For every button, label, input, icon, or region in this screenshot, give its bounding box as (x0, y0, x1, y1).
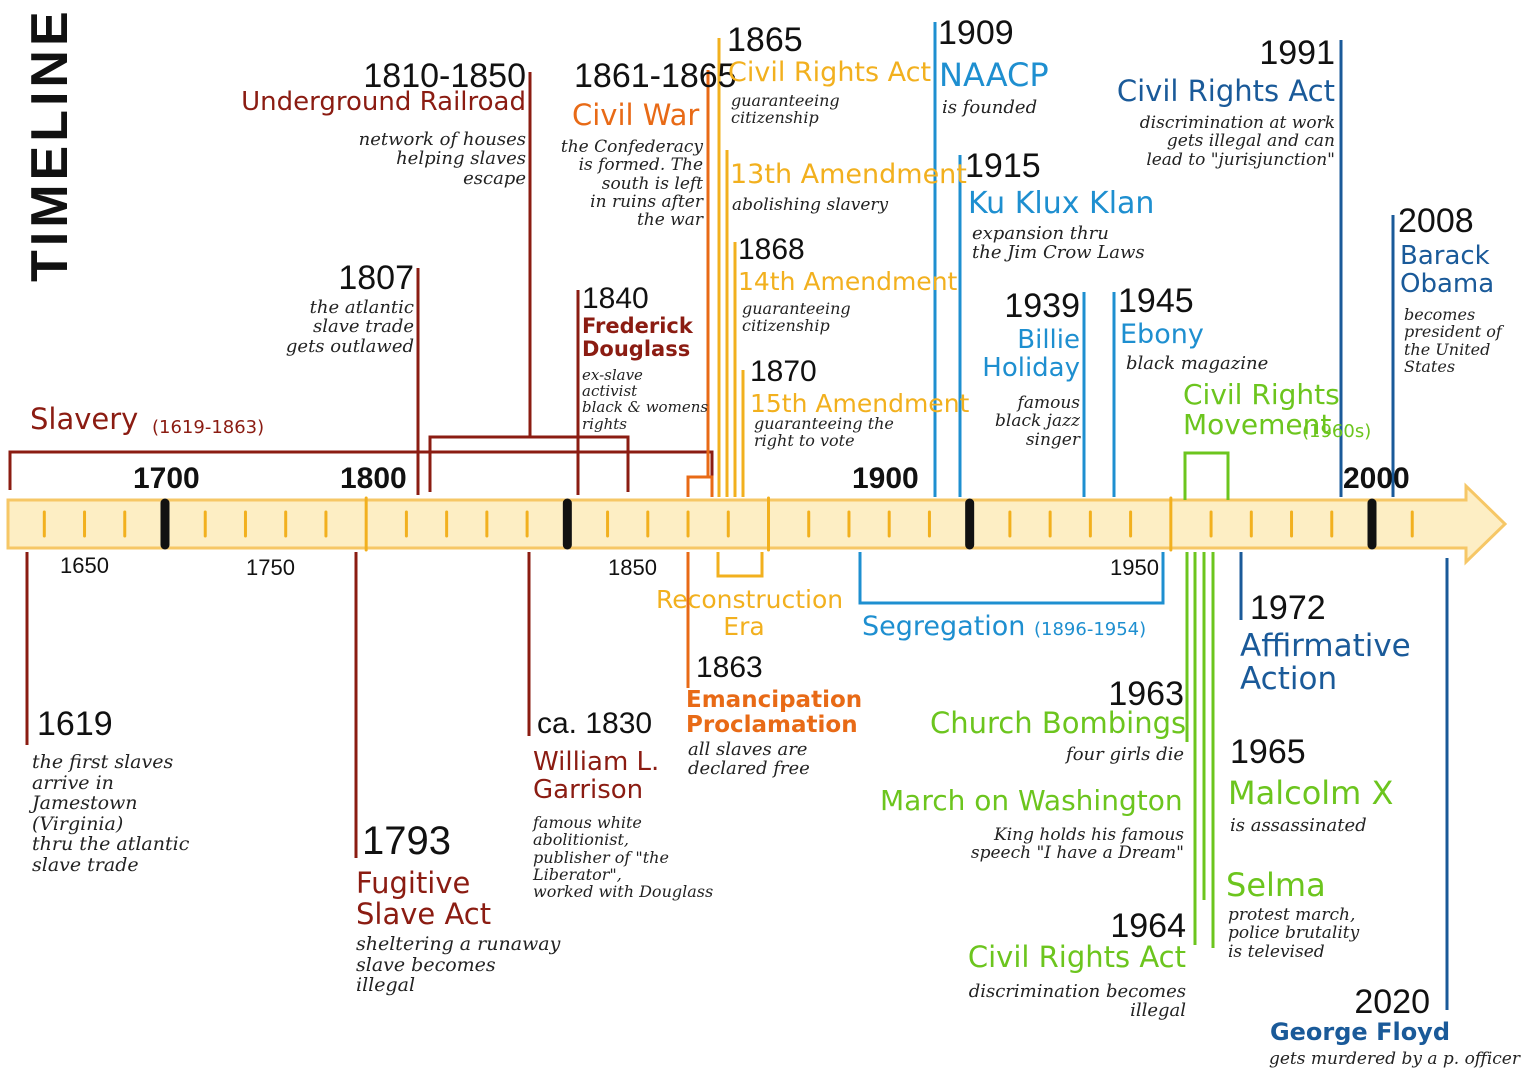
selma-desc: protest march, police brutality is telev… (1228, 905, 1360, 962)
floyd-desc: gets murdered by a p. officer (1268, 1049, 1520, 1069)
amend-14-year: 1868 (738, 233, 805, 266)
amend-15-year: 1870 (750, 355, 817, 388)
cra-1865-year: 1865 (727, 21, 803, 59)
amend-15-desc: guaranteeing the right to vote (754, 414, 894, 451)
slavery-label: Slavery (30, 402, 139, 436)
amend-15-title: 15th Amendment (750, 389, 970, 418)
march-title: March on Washington (880, 784, 1183, 817)
march-desc: King holds his famous speech "I have a D… (970, 825, 1184, 864)
obama-title: Barack Obama (1400, 241, 1495, 300)
cra-1964-year: 1964 (1110, 907, 1186, 945)
kkk-year: 1915 (965, 147, 1041, 185)
civil-war-title: Civil War (572, 98, 700, 132)
axis-label-1850: 1850 (608, 555, 657, 580)
page-title: TIMELINE (21, 7, 79, 282)
axis-label-1700: 1700 (133, 462, 200, 495)
kkk-title: Ku Klux Klan (968, 186, 1155, 221)
obama-year: 2008 (1398, 202, 1474, 240)
amend-13-title: 13th Amendment (730, 159, 967, 190)
civil-war-year: 1861-1865 (574, 57, 737, 95)
naacp-year: 1909 (938, 14, 1014, 52)
cra-1964-title: Civil Rights Act (967, 940, 1186, 974)
billie-desc: famous black jazz singer (995, 393, 1080, 450)
civil-rights-movement-bracket (1183, 451, 1230, 500)
axis-label-1900: 1900 (852, 462, 919, 495)
affirmative-title: Affirmative Action (1240, 628, 1411, 698)
kkk-desc: expansion thru the Jim Crow Laws (972, 223, 1145, 264)
malcolm-title: Malcolm X (1228, 774, 1394, 812)
cra-1865-desc: guaranteeing citizenship (731, 91, 840, 128)
obama-desc: becomes president of the United States (1404, 305, 1502, 376)
slavery-bracket (8, 450, 714, 490)
civil-war-desc: the Confederacy is formed. The south is … (560, 137, 703, 231)
garrison-desc: famous white abolitionist, publisher of … (533, 813, 714, 902)
first-slaves-year: 1619 (37, 705, 113, 743)
underground-railroad-title: Underground Railroad (241, 87, 526, 117)
cra-1991-desc: discrimination at work gets illegal and … (1139, 113, 1335, 170)
civil-rights-movement-label: Civil Rights Movement (1183, 378, 1340, 442)
segregation-label: Segregation (862, 611, 1026, 642)
billie-year: 1939 (1004, 287, 1080, 325)
segregation-bracket (858, 552, 1165, 605)
malcolm-year: 1965 (1230, 733, 1306, 771)
axis-label-1950: 1950 (1110, 555, 1159, 580)
slave-trade-outlawed-year: 1807 (338, 259, 414, 297)
garrison-year: ca. 1830 (537, 707, 653, 740)
fugitive-year: 1793 (362, 819, 451, 863)
church-desc: four girls die (1066, 744, 1184, 765)
floyd-year: 2020 (1354, 983, 1430, 1021)
fugitive-title: Fugitive Slave Act (356, 866, 492, 932)
axis-ticks (42, 496, 1414, 552)
cra-1964-desc: discrimination becomes illegal (968, 981, 1186, 1022)
naacp-desc: is founded (942, 97, 1038, 118)
amend-13-desc: abolishing slavery (732, 195, 889, 215)
axis-label-1750: 1750 (246, 555, 295, 580)
slave-trade-outlawed-desc: the atlantic slave trade gets outlawed (285, 297, 414, 357)
emancipation-desc: all slaves are declared free (688, 739, 810, 780)
cra-1991-title: Civil Rights Act (1116, 74, 1335, 108)
first-slaves-desc: the first slaves arrive in Jamestown (Vi… (32, 751, 190, 876)
amend-14-title: 14th Amendment (738, 267, 958, 296)
civil-rights-movement-range: (1960s) (1302, 421, 1372, 442)
naacp-title: NAACP (939, 56, 1049, 94)
cra-1991-year: 1991 (1259, 34, 1335, 72)
church-year: 1963 (1108, 675, 1184, 713)
affirmative-year: 1972 (1250, 589, 1326, 627)
amend-14-desc: guaranteeing citizenship (742, 299, 851, 336)
segregation-range: (1896-1954) (1034, 619, 1147, 640)
civil-war-bracket (686, 475, 714, 497)
reconstruction-label: Reconstruction Era (656, 585, 844, 641)
fugitive-desc: sheltering a runaway slave becomes illeg… (356, 933, 561, 997)
ebony-title: Ebony (1120, 319, 1204, 350)
emancipation-year: 1863 (696, 651, 763, 684)
underground-railroad-year: 1810-1850 (363, 57, 526, 95)
timeline-arrow (6, 482, 1508, 566)
billie-title: Billie Holiday (982, 325, 1080, 384)
malcolm-desc: is assassinated (1230, 815, 1367, 836)
ebony-year: 1945 (1118, 282, 1194, 320)
church-title: Church Bombings (930, 706, 1187, 740)
selma-title: Selma (1226, 866, 1326, 904)
floyd-title: George Floyd (1269, 1018, 1450, 1046)
reconstruction-bracket (716, 552, 764, 578)
ebony-desc: black magazine (1126, 353, 1269, 374)
axis-label-1650: 1650 (60, 553, 109, 578)
axis-label-2000: 2000 (1343, 462, 1410, 495)
emancipation-title: Emancipation Proclamation (686, 687, 863, 738)
underground-railroad-desc: network of houses helping slaves escape (358, 129, 526, 189)
douglass-year: 1840 (582, 282, 649, 315)
cra-1865-title: Civil Rights Act (728, 57, 932, 88)
underground-railroad-bracket (428, 435, 630, 492)
douglass-desc: ex-slave activist black & womens rights (582, 366, 709, 433)
slavery-range: (1619-1863) (152, 417, 265, 438)
douglass-title: Frederick Douglass (582, 314, 693, 361)
axis-label-1800: 1800 (340, 462, 407, 495)
garrison-title: William L. Garrison (533, 747, 660, 806)
